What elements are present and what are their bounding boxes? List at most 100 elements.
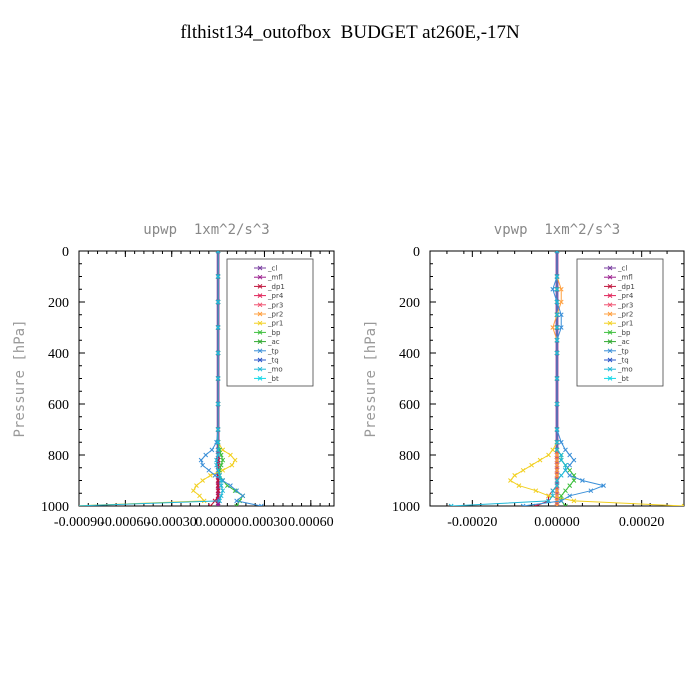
data-point-mo — [554, 325, 560, 330]
legend-marker — [257, 330, 263, 335]
legend-label: _cl — [267, 265, 277, 273]
x-tick-label: 0.00060 — [288, 515, 334, 530]
data-point-pr1 — [537, 457, 543, 463]
legend-label: _pr2 — [267, 311, 283, 319]
legend-marker — [257, 348, 263, 354]
legend-label: _bt — [617, 375, 629, 383]
data-point-bp — [563, 488, 568, 494]
data-point-mo — [558, 452, 564, 458]
legend-marker — [257, 302, 263, 308]
legend-marker — [257, 366, 263, 372]
chart-panel-1: upwp 1xm^2/s^3 Pressure [hPa] 0 200 400 600 80… — [12, 222, 335, 530]
legend-marker — [257, 284, 263, 289]
data-point-mo — [554, 299, 560, 305]
legend-marker — [257, 265, 263, 271]
chart-panel-2: vpwp 1xm^2/s^3 Pressure [hPa] 0 200 400 600 80… — [363, 222, 685, 530]
y-tick-label: 200 — [399, 296, 420, 311]
legend-label: _mo — [267, 366, 283, 374]
data-point-mo — [563, 462, 568, 468]
legend-marker — [607, 348, 613, 354]
data-point-bp — [567, 483, 573, 488]
legend-marker — [607, 265, 613, 271]
data-point-mo — [554, 251, 560, 254]
data-point-mo — [558, 457, 564, 463]
data-point-pr1 — [508, 478, 513, 483]
data-point-mo — [215, 274, 221, 279]
legend-marker — [607, 284, 613, 289]
series-line-mo — [451, 251, 566, 506]
legend-marker — [607, 311, 613, 317]
panel-title: vpwp 1xm^2/s^3 — [494, 222, 620, 238]
data-point-mo — [550, 488, 556, 494]
legend-box — [226, 258, 314, 387]
x-tick-label: 0.00030 — [242, 515, 288, 530]
legend-label: _dp1 — [267, 283, 285, 291]
data-point-pr2 — [554, 452, 560, 458]
data-point-pr1 — [194, 483, 199, 488]
data-point-pr1 — [571, 498, 577, 504]
legend-label: _bt — [267, 375, 279, 383]
data-point-pr1 — [512, 473, 518, 478]
data-point-mo — [554, 312, 560, 318]
data-point-pr1 — [533, 488, 539, 494]
legend-label: _dp1 — [617, 283, 635, 291]
data-point-tp — [228, 483, 233, 488]
legend-label: _pr2 — [617, 311, 633, 319]
data-point-tp — [212, 473, 218, 478]
data-point-mo — [217, 498, 222, 504]
data-point-mo — [554, 337, 560, 343]
legend: _cl_mfl_dp1_pr4_pr3_pr2_pr1_bp_ac_tp_tq_… — [226, 258, 314, 387]
y-tick-label: 1000 — [392, 500, 420, 515]
y-tick-label: 200 — [48, 296, 69, 311]
data-point-pr2 — [554, 498, 560, 504]
data-point-mo — [554, 274, 560, 279]
y-tick-label: 0 — [413, 245, 420, 260]
data-point-mo — [554, 447, 560, 453]
legend-marker — [607, 330, 613, 335]
legend-marker — [257, 293, 263, 298]
data-point-tp — [259, 503, 264, 506]
data-point-mo — [215, 325, 221, 330]
data-point-mo — [214, 462, 219, 468]
y-tick-label: 800 — [399, 449, 420, 464]
data-point-dp1 — [208, 503, 213, 506]
data-point-mo — [554, 427, 560, 432]
data-point-mo — [215, 439, 221, 445]
x-tick-label: -0.00090 — [54, 515, 104, 530]
data-point-mo — [215, 299, 221, 305]
data-point-pr2 — [554, 462, 560, 468]
data-point-mo — [448, 503, 454, 506]
legend-label: _tq — [267, 357, 279, 365]
data-point-pr1 — [208, 473, 213, 478]
legend-label: _pr4 — [617, 292, 634, 300]
data-point-bp — [218, 462, 224, 468]
data-point-tp — [198, 457, 204, 463]
y-tick-label: 1000 — [41, 500, 69, 515]
data-point-pr1 — [197, 493, 202, 499]
legend-marker — [257, 357, 263, 363]
data-point-pr1 — [550, 447, 556, 453]
data-point-mo — [215, 447, 221, 453]
data-point-tp — [571, 457, 577, 463]
legend-box — [576, 258, 664, 387]
data-point-pr1 — [228, 452, 233, 458]
data-point-pr1 — [520, 467, 526, 473]
data-point-mo — [214, 457, 219, 463]
data-point-pr1 — [232, 457, 238, 463]
legend-label: _cl — [617, 265, 627, 273]
data-point-mo — [215, 376, 221, 381]
data-point-tp — [558, 498, 564, 504]
legend-marker — [607, 357, 613, 363]
data-point-pr2 — [558, 286, 564, 292]
legend-label: _tp — [617, 347, 629, 355]
data-point-tp — [206, 467, 212, 473]
y-tick-label: 800 — [48, 449, 69, 464]
data-point-bp — [567, 467, 573, 473]
legend-label: _pr3 — [617, 301, 633, 309]
data-point-mo — [215, 350, 221, 356]
panel-title: upwp 1xm^2/s^3 — [143, 222, 269, 238]
legend-label: _pr4 — [267, 292, 284, 300]
data-point-tp — [234, 498, 239, 504]
legend-marker — [607, 274, 613, 280]
x-tick-label: -0.00030 — [147, 515, 197, 530]
